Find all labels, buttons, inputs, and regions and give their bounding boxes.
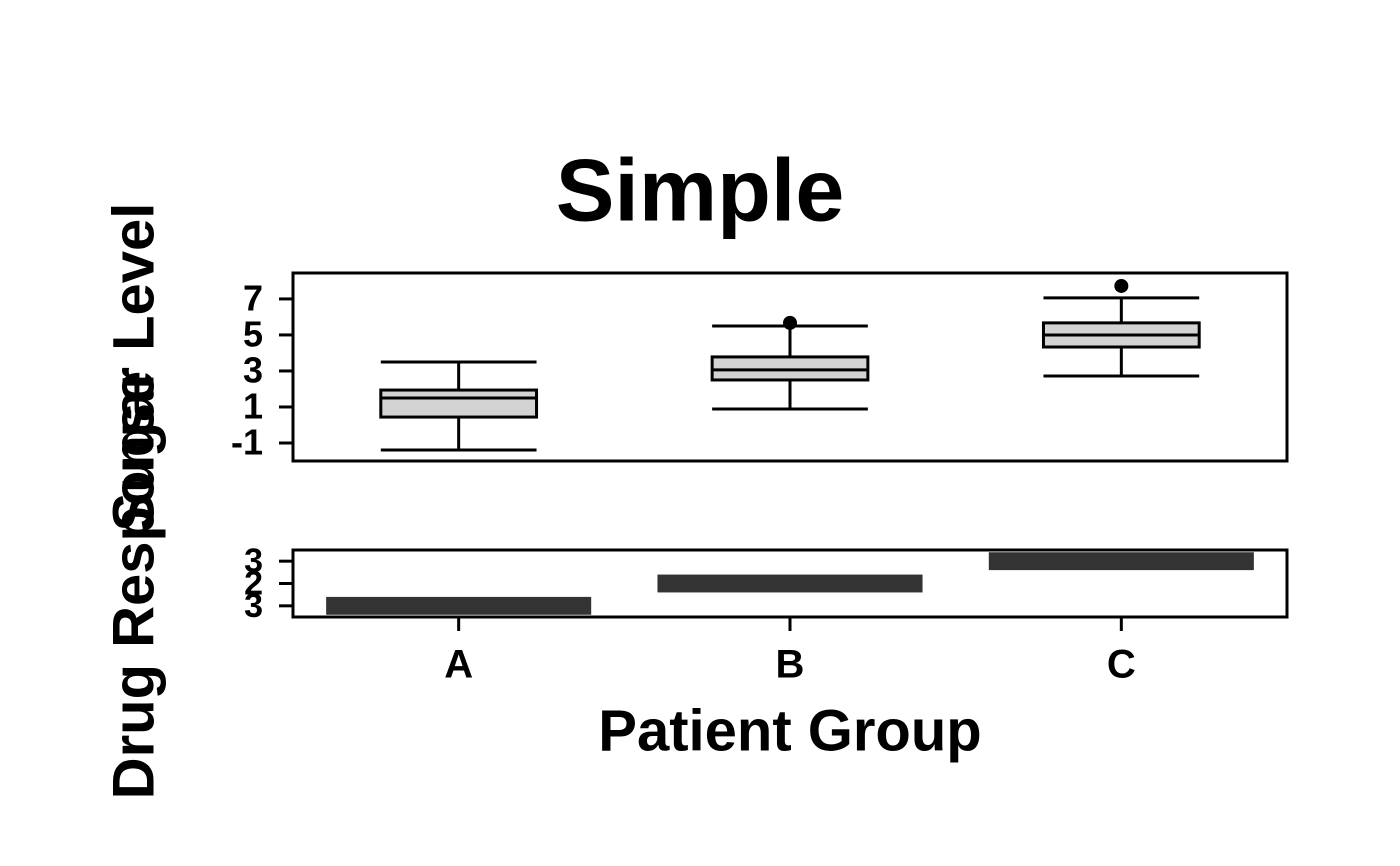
y-tick-label: -1	[231, 422, 263, 463]
x-tick-label: B	[776, 643, 805, 687]
y-axis-title: Sugar Level	[101, 203, 166, 532]
chart-title: Simple	[556, 140, 845, 239]
y-tick-label: 7	[243, 277, 263, 318]
x-tick-label: A	[444, 643, 473, 687]
panel-frame	[291, 271, 1289, 463]
tile	[988, 552, 1254, 571]
y-tick-label: 3	[244, 542, 263, 580]
y-tick-label: 3	[243, 349, 263, 390]
outlier	[1114, 278, 1129, 293]
box	[379, 388, 539, 419]
outlier	[783, 315, 797, 330]
y-tick-label: 1	[243, 385, 263, 426]
y-tick-label: 3	[244, 587, 263, 625]
tile	[657, 574, 923, 593]
y-tick-label: 2	[244, 564, 263, 602]
y-axis-title: Drug Response	[101, 371, 166, 800]
y-tick-label: 5	[243, 313, 263, 354]
x-axis-title: Patient Group	[598, 698, 981, 763]
x-tick-label: C	[1107, 643, 1136, 687]
tile	[326, 596, 592, 615]
